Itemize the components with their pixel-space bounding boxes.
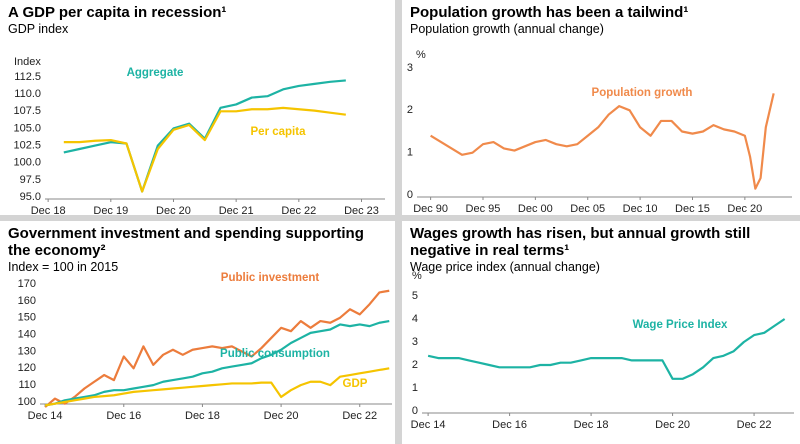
series-line — [44, 320, 390, 407]
y-tick-label: 140 — [18, 328, 36, 340]
x-tick-label: Dec 14 — [411, 419, 446, 431]
y-tick-label: 107.5 — [13, 105, 41, 117]
x-tick-label: Dec 18 — [185, 410, 220, 422]
x-tick-label: Dec 05 — [570, 203, 605, 215]
x-tick-label: Dec 90 — [413, 203, 448, 215]
chart-subtitle: Population growth (annual change) — [410, 22, 604, 36]
x-tick-label: Dec 22 — [737, 419, 772, 431]
chart-subtitle: Index = 100 in 2015 — [8, 260, 119, 274]
x-tick-label: Dec 00 — [518, 203, 553, 215]
y-tick-label: 160 — [18, 295, 36, 307]
x-tick-label: Dec 20 — [156, 205, 191, 215]
title-block: Population growth has been a tailwind¹ Po… — [410, 4, 792, 37]
y-tick-label: 5 — [412, 290, 418, 302]
chart: 100 110 120 130 140 150 160 170 Dec 14 Dec 16 Dec … — [18, 272, 392, 422]
y-tick-label: 110.0 — [14, 88, 41, 100]
x-tick-label: Dec 23 — [344, 205, 379, 215]
series-label: Per capita — [251, 126, 307, 138]
panel: 100 110 120 130 140 150 160 170 Dec 14 Dec 16 Dec … — [0, 221, 395, 444]
chart-title: Government investment and spending suppo… — [8, 225, 364, 259]
series-line — [430, 93, 775, 190]
y-tick-label: 110 — [18, 379, 36, 391]
y-tick-label: 100.0 — [13, 157, 41, 169]
title-block: Government investment and spending suppo… — [8, 225, 387, 275]
y-tick-label: 102.5 — [13, 139, 41, 151]
chart: % 0 1 2 3 Dec 90 Dec 95 Dec 00 Dec 05 Dec 10 Dec 1… — [407, 49, 792, 215]
title-block: Wages growth has risen, but annual growt… — [410, 225, 792, 275]
panel: % 0 1 2 3 Dec 90 Dec 95 Dec 00 Dec 05 Dec 10 Dec 1… — [402, 0, 800, 215]
series-label: Public consumption — [220, 348, 330, 360]
y-tick-label: 3 — [407, 62, 413, 74]
x-tick-label: Dec 16 — [106, 410, 141, 422]
series-label: Wage Price Index — [633, 319, 728, 331]
y-tick-label: 0 — [412, 405, 418, 417]
chart: % 0 1 2 3 4 5 Dec 14 Dec 16 Dec 18 Dec 20 Dec 22 Wag… — [411, 270, 794, 431]
x-tick-label: Dec 18 — [31, 205, 66, 215]
y-tick-label: 1 — [412, 382, 418, 394]
x-tick-label: Dec 22 — [281, 205, 316, 215]
y-tick-label: 130 — [18, 345, 36, 357]
y-tick-label: 105.0 — [13, 122, 41, 134]
panel: Index 95.0 97.5 100.0 102.5 105.0 107.5 110.0 11… — [0, 0, 395, 215]
series-line — [44, 367, 390, 407]
y-tick-label: 1 — [407, 147, 413, 159]
x-tick-label: Dec 20 — [655, 419, 690, 431]
y-tick-label: 4 — [412, 313, 418, 325]
panel: % 0 1 2 3 4 5 Dec 14 Dec 16 Dec 18 Dec 20 Dec 22 Wag… — [402, 221, 800, 444]
x-tick-label: Dec 20 — [727, 203, 762, 215]
y-tick-label: 95.0 — [20, 191, 41, 203]
series-label: GDP — [343, 378, 368, 390]
x-tick-label: Dec 21 — [219, 205, 254, 215]
x-tick-label: Dec 22 — [342, 410, 377, 422]
y-axis-label: % — [416, 49, 426, 61]
x-tick-label: Dec 18 — [574, 419, 609, 431]
y-tick-label: 0 — [407, 189, 413, 201]
y-tick-label: 2 — [412, 359, 418, 371]
y-tick-label: 120 — [18, 362, 36, 374]
y-tick-label: 3 — [412, 336, 418, 348]
x-tick-label: Dec 20 — [264, 410, 299, 422]
y-tick-label: 2 — [407, 104, 413, 116]
series-line — [427, 318, 786, 380]
y-tick-label: 100 — [18, 396, 36, 408]
y-tick-label: 170 — [18, 278, 36, 290]
chart-title: Population growth has been a tailwind¹ — [410, 4, 689, 21]
x-tick-label: Dec 10 — [623, 203, 658, 215]
chart: Index 95.0 97.5 100.0 102.5 105.0 107.5 110.0 11… — [13, 56, 385, 215]
series-label: Population growth — [592, 87, 693, 99]
y-tick-label: 112.5 — [14, 71, 41, 83]
y-tick-label: 97.5 — [20, 174, 41, 186]
series-line — [44, 289, 390, 408]
x-tick-label: Dec 95 — [466, 203, 501, 215]
y-tick-label: 150 — [18, 312, 36, 324]
series-line — [63, 106, 346, 193]
chart-subtitle: GDP index — [8, 22, 69, 36]
y-axis-label: % — [412, 270, 422, 282]
series-label: Aggregate — [127, 67, 184, 79]
x-tick-label: Dec 14 — [28, 410, 63, 422]
x-tick-label: Dec 19 — [93, 205, 128, 215]
title-block: A GDP per capita in recession¹ GDP index — [8, 4, 387, 37]
x-tick-label: Dec 15 — [675, 203, 710, 215]
x-tick-label: Dec 16 — [492, 419, 527, 431]
chart-title: A GDP per capita in recession¹ — [8, 4, 227, 21]
series-label: Public investment — [221, 272, 320, 284]
chart-title: Wages growth has risen, but annual growt… — [410, 225, 751, 259]
y-axis-label: Index — [14, 56, 41, 68]
chart-subtitle: Wage price index (annual change) — [410, 260, 600, 274]
